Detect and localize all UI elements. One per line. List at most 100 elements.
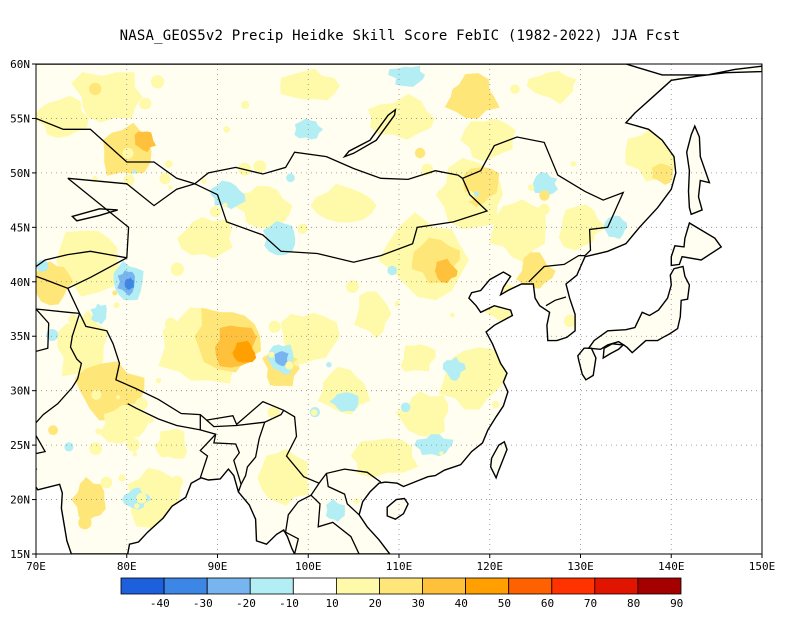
lat-tick-label: 40N (10, 276, 30, 289)
colorbar-label: 60 (541, 597, 554, 610)
lon-tick-label: 80E (117, 560, 137, 573)
colorbar-label: 30 (412, 597, 425, 610)
political-border (36, 308, 50, 353)
skill-contour (134, 131, 157, 153)
skill-speckle (474, 191, 479, 197)
skill-speckle (113, 302, 120, 309)
land-area (490, 441, 507, 478)
skill-speckle (116, 395, 121, 400)
lon-tick-label: 140E (658, 560, 685, 573)
colorbar-label: 20 (369, 597, 382, 610)
skill-speckle (464, 190, 475, 201)
colorbar-swatch (292, 577, 337, 595)
skill-speckle (400, 402, 411, 413)
skill-speckle (437, 189, 444, 196)
colorbar-swatch (120, 577, 165, 595)
skill-contour (280, 68, 340, 101)
skill-speckle (563, 314, 577, 328)
skill-speckle (268, 351, 275, 358)
colorbar-label: -30 (193, 597, 213, 610)
colorbar-swatch (163, 577, 208, 595)
skill-speckle (491, 400, 500, 409)
coastline (577, 347, 597, 381)
lat-tick-label: 50N (10, 167, 30, 180)
skill-speckle (450, 312, 455, 318)
political-border (36, 117, 195, 185)
political-border (36, 250, 127, 268)
skill-speckle (539, 190, 550, 201)
lon-tick-label: 70E (26, 560, 46, 573)
skill-speckle (64, 442, 74, 452)
coastline (602, 343, 625, 360)
coastline (685, 124, 711, 216)
skill-contour (603, 215, 628, 240)
lake-outline (70, 208, 118, 222)
skill-speckle (78, 516, 92, 530)
lat-tick-label: 55N (10, 112, 30, 125)
political-border (36, 313, 83, 455)
political-border (240, 421, 266, 485)
skill-speckle (118, 474, 126, 482)
skill-contour (124, 277, 135, 290)
land-area (588, 266, 690, 353)
skill-contour (460, 118, 516, 162)
skill-speckle (165, 160, 173, 168)
lat-tick-label: 15N (10, 548, 30, 561)
skill-contour (354, 291, 392, 339)
skill-speckle (570, 161, 577, 167)
skill-contour (414, 434, 454, 457)
skill-speckle (439, 451, 444, 456)
political-border (199, 433, 217, 479)
lon-tick-label: 90E (208, 560, 228, 573)
colorbar-label: 40 (455, 597, 468, 610)
colorbar-label: 50 (498, 597, 511, 610)
skill-speckle (504, 331, 518, 345)
lon-tick-label: 120E (477, 560, 504, 573)
skill-contour (329, 392, 359, 412)
skill-speckle (394, 300, 400, 307)
coastline (36, 64, 762, 554)
skill-contour (651, 163, 674, 185)
skill-speckle (223, 477, 228, 483)
skill-contour (154, 428, 188, 459)
skill-speckle (150, 75, 165, 89)
political-border (528, 254, 585, 283)
colorbar-swatch (594, 577, 639, 595)
skill-contour (444, 73, 500, 119)
skill-speckle (294, 360, 301, 367)
skill-speckle (135, 397, 148, 411)
skill-speckle (201, 178, 207, 184)
skill-speckle (48, 425, 58, 436)
skill-speckle (297, 223, 308, 234)
skill-contour (210, 180, 246, 210)
political-border (206, 409, 285, 428)
skill-contour (516, 252, 556, 289)
skill-speckle (170, 262, 184, 276)
land-area (686, 126, 710, 215)
skill-speckle (209, 206, 221, 218)
skill-speckle (310, 409, 318, 416)
skill-contour (280, 312, 340, 365)
skill-speckle (123, 174, 135, 186)
political-border (310, 494, 360, 554)
skill-contour (232, 340, 257, 363)
lon-tick-label: 100E (295, 560, 322, 573)
skill-speckle (91, 389, 102, 400)
lat-tick-label: 30N (10, 385, 30, 398)
political-border (67, 136, 625, 263)
skill-speckle (122, 147, 134, 159)
skill-speckle (420, 106, 426, 112)
lat-tick-label: 25N (10, 439, 30, 452)
skill-speckle (139, 97, 152, 110)
skill-speckle (267, 406, 280, 419)
political-border (36, 308, 80, 315)
skill-contour (294, 118, 324, 140)
lake-outline (342, 108, 397, 159)
skill-contour (325, 498, 345, 523)
skill-contour (400, 344, 436, 372)
colorbar-swatch (551, 577, 596, 595)
skill-contour (395, 391, 448, 438)
colorbar-label: 80 (627, 597, 640, 610)
colorbar-swatch (508, 577, 553, 595)
skill-speckle (198, 370, 208, 380)
